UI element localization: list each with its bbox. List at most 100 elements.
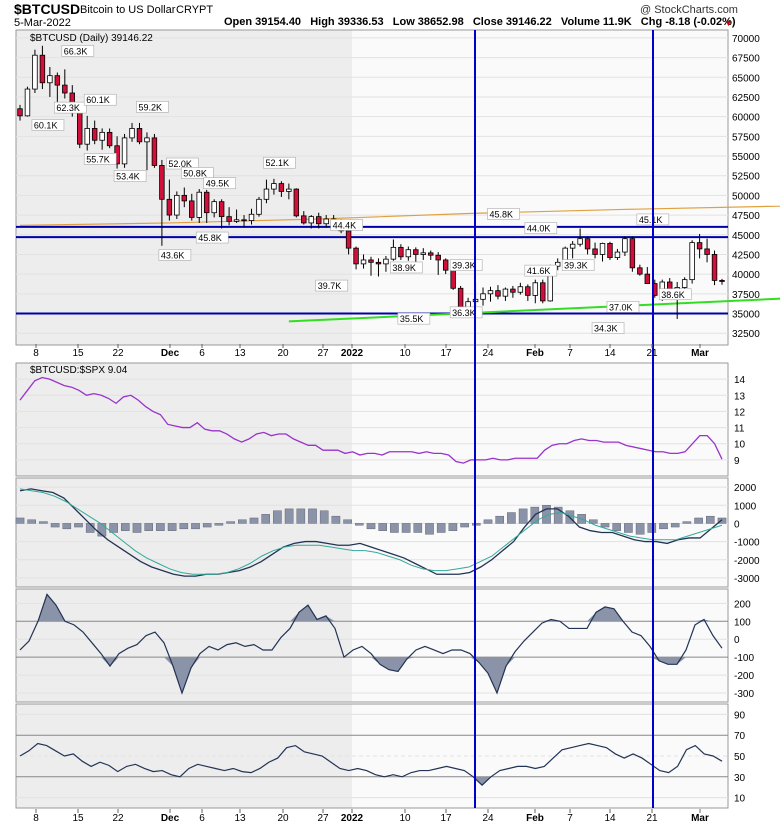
price-annotation-box [390, 261, 423, 274]
x-tick-label: 6 [199, 348, 205, 359]
y-tick-label: 50 [734, 752, 746, 763]
y-tick-label: 70 [734, 731, 746, 742]
price-annotation: 39.3K [452, 261, 476, 271]
y-tick-label: 100 [734, 617, 751, 628]
price-annotation-box [31, 119, 65, 131]
candle-body [77, 112, 83, 145]
price-annotation: 34.3K [594, 324, 618, 334]
price-annotation: 37.0K [609, 302, 633, 312]
x-tick-label: Dec [161, 348, 180, 359]
candle-body [99, 131, 105, 141]
macd-histogram-bar [390, 523, 399, 533]
price-annotation-box [591, 322, 625, 334]
candle-body [144, 137, 150, 143]
candle-body [681, 279, 688, 288]
ohlc-readout: Open 39154.40 High 39336.53 Low 38652.98… [224, 16, 736, 28]
macd-histogram-bar [355, 523, 364, 526]
candle-body [644, 273, 651, 284]
y-tick-label: 40000 [732, 270, 760, 281]
price-annotation-box [83, 93, 117, 106]
macd-histogram-bar [249, 517, 259, 524]
x-tick-label: 24 [482, 348, 494, 359]
candle-body [62, 84, 68, 94]
candle-body [233, 219, 240, 222]
chart-date: 5-Mar-2022 [14, 17, 71, 29]
macd-histogram-bar [635, 523, 645, 535]
macd-histogram-bar [682, 521, 692, 524]
y-tick-label: 70000 [732, 34, 760, 45]
candle-body [241, 219, 247, 222]
macd-histogram-bar [483, 519, 493, 524]
price-annotation: 60.1K [34, 120, 58, 130]
ratio-line [19, 376, 723, 464]
price-annotation-box [195, 231, 229, 244]
macd-histogram-bar [121, 523, 130, 531]
x-tick-label: 20 [277, 813, 289, 824]
macd-histogram-bar [319, 510, 329, 524]
macd-histogram-bar [97, 523, 107, 537]
candle-body [510, 288, 516, 293]
symbol-title: $BTCUSD [14, 1, 81, 17]
macd-histogram-bar [706, 515, 715, 524]
price-annotation-box [158, 249, 192, 261]
price-annotation: 35.5K [400, 314, 424, 324]
macd-histogram-bar [600, 523, 610, 528]
macd-histogram-bar [27, 519, 36, 524]
macd-histogram-bar [413, 523, 423, 533]
change-down-arrow: ▼ [724, 18, 733, 28]
x-tick-label: 6 [199, 813, 205, 824]
candle-body [487, 290, 494, 295]
price-annotation: 55.7K [86, 154, 110, 164]
candle-body [554, 261, 561, 267]
macd-histogram-bar [179, 523, 189, 530]
x-tick-label: 24 [482, 813, 494, 824]
x-tick-label: 8 [33, 348, 39, 359]
y-tick-label: 47500 [732, 211, 760, 222]
x-tick-label: 17 [440, 348, 452, 359]
price-annotation: 45.1K [639, 215, 663, 225]
x-tick-label: 15 [72, 348, 84, 359]
macd-histogram-bar [284, 508, 294, 524]
macd-histogram-bar [694, 517, 703, 524]
macd-histogram-bar [144, 523, 153, 531]
y-tick-label: 52500 [732, 172, 760, 183]
y-tick-label: 37500 [732, 290, 760, 301]
price-annotation-box [203, 177, 237, 190]
x-tick-label: 10 [399, 813, 411, 824]
candle-body [24, 88, 31, 117]
candle-body [218, 201, 225, 218]
candle-body [629, 238, 636, 269]
price-annotation: 45.8K [198, 233, 222, 243]
macd-histogram-bar [109, 523, 118, 533]
candle-body [540, 282, 546, 302]
price-annotation-box [315, 279, 349, 292]
candle-body [622, 238, 628, 253]
macd-histogram-bar [460, 523, 469, 528]
candle-body [54, 75, 61, 86]
candle-body [704, 248, 710, 255]
price-annotation-box [487, 208, 520, 220]
price-annotation-box [397, 312, 431, 325]
y-tick-label: 62500 [732, 93, 760, 104]
candle-body [584, 238, 591, 250]
candle-body [637, 267, 643, 275]
price-annotation-box [180, 167, 214, 179]
y-tick-label: 2000 [734, 483, 757, 494]
x-tick-label: 22 [112, 813, 124, 824]
candle-body [577, 238, 583, 245]
candle-body [569, 243, 576, 249]
price-annotation: 66.3K [64, 46, 88, 56]
price-annotation-box [54, 101, 87, 114]
candle-body [398, 246, 404, 258]
macd-histogram-bar [518, 508, 528, 524]
shaded-region [16, 363, 352, 476]
candle-body [271, 183, 277, 190]
macd-line [19, 488, 723, 577]
price-annotation-box [330, 219, 363, 231]
y-tick-label: -100 [734, 653, 754, 664]
candle-body [420, 252, 426, 255]
price-annotation-box [449, 306, 483, 319]
macd-histogram-bar [74, 523, 83, 528]
x-tick-label: 20 [277, 348, 289, 359]
candle-body [435, 254, 441, 261]
